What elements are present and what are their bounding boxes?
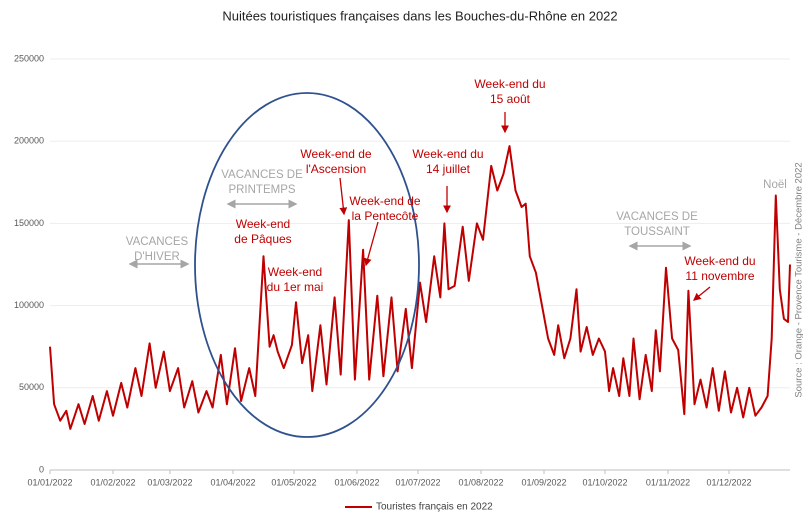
x-tick-label: 01/06/2022	[334, 477, 379, 487]
x-tick-label: 01/09/2022	[521, 477, 566, 487]
x-tick-label: 01/10/2022	[582, 477, 627, 487]
x-tick-label: 01/07/2022	[395, 477, 440, 487]
annotation: Week-end	[268, 265, 322, 279]
annotation: Week-end de	[349, 194, 420, 208]
y-tick-label: 200000	[14, 136, 44, 146]
annotation: du 1er mai	[267, 280, 324, 294]
annotation: PRINTEMPS	[228, 184, 295, 196]
annotation: Week-end du	[474, 77, 545, 91]
highlight-ellipse	[194, 92, 420, 438]
annotation: la Pentecôte	[352, 209, 419, 223]
x-tick-label: 01/12/2022	[706, 477, 751, 487]
annotation-arrow	[339, 177, 348, 216]
data-line	[49, 145, 791, 430]
annotation-arrow	[363, 221, 379, 267]
annotation: Week-end	[236, 217, 290, 231]
annotation: de Pâques	[234, 232, 291, 246]
annotation: Noël	[763, 179, 787, 191]
y-tick-label: 0	[39, 464, 44, 474]
y-tick-label: 50000	[19, 382, 44, 392]
legend-label: Touristes français en 2022	[376, 502, 493, 513]
annotation: VACANCES DE	[616, 211, 698, 223]
y-tick-label: 150000	[14, 218, 44, 228]
x-tick-label: 01/01/2022	[27, 477, 72, 487]
x-tick-label: 01/05/2022	[271, 477, 316, 487]
annotation: 11 novembre	[685, 269, 754, 283]
y-tick-label: 100000	[14, 300, 44, 310]
annotation: TOUSSAINT	[624, 226, 690, 238]
source-note: Source : Orange - Provence Tourisme - Dé…	[794, 162, 803, 397]
x-tick-label: 01/03/2022	[147, 477, 192, 487]
annotation: 14 juillet	[426, 162, 471, 176]
x-tick-label: 01/04/2022	[210, 477, 255, 487]
x-tick-label: 01/02/2022	[90, 477, 135, 487]
annotation: VACANCES	[126, 236, 189, 248]
x-tick-label: 01/08/2022	[458, 477, 503, 487]
annotation-arrow	[692, 286, 711, 301]
chart-title: Nuitées touristiques françaises dans les…	[222, 8, 617, 23]
x-tick-label: 01/11/2022	[646, 477, 690, 487]
annotation: Week-end du	[412, 147, 483, 161]
annotation: VACANCES DE	[221, 169, 303, 181]
y-tick-label: 250000	[14, 53, 44, 63]
annotation: 15 août	[490, 92, 531, 106]
annotation: D'HIVER	[134, 251, 180, 263]
annotation: Week-end de	[300, 147, 371, 161]
annotation: Week-end du	[684, 254, 755, 268]
annotation: l'Ascension	[306, 162, 366, 176]
